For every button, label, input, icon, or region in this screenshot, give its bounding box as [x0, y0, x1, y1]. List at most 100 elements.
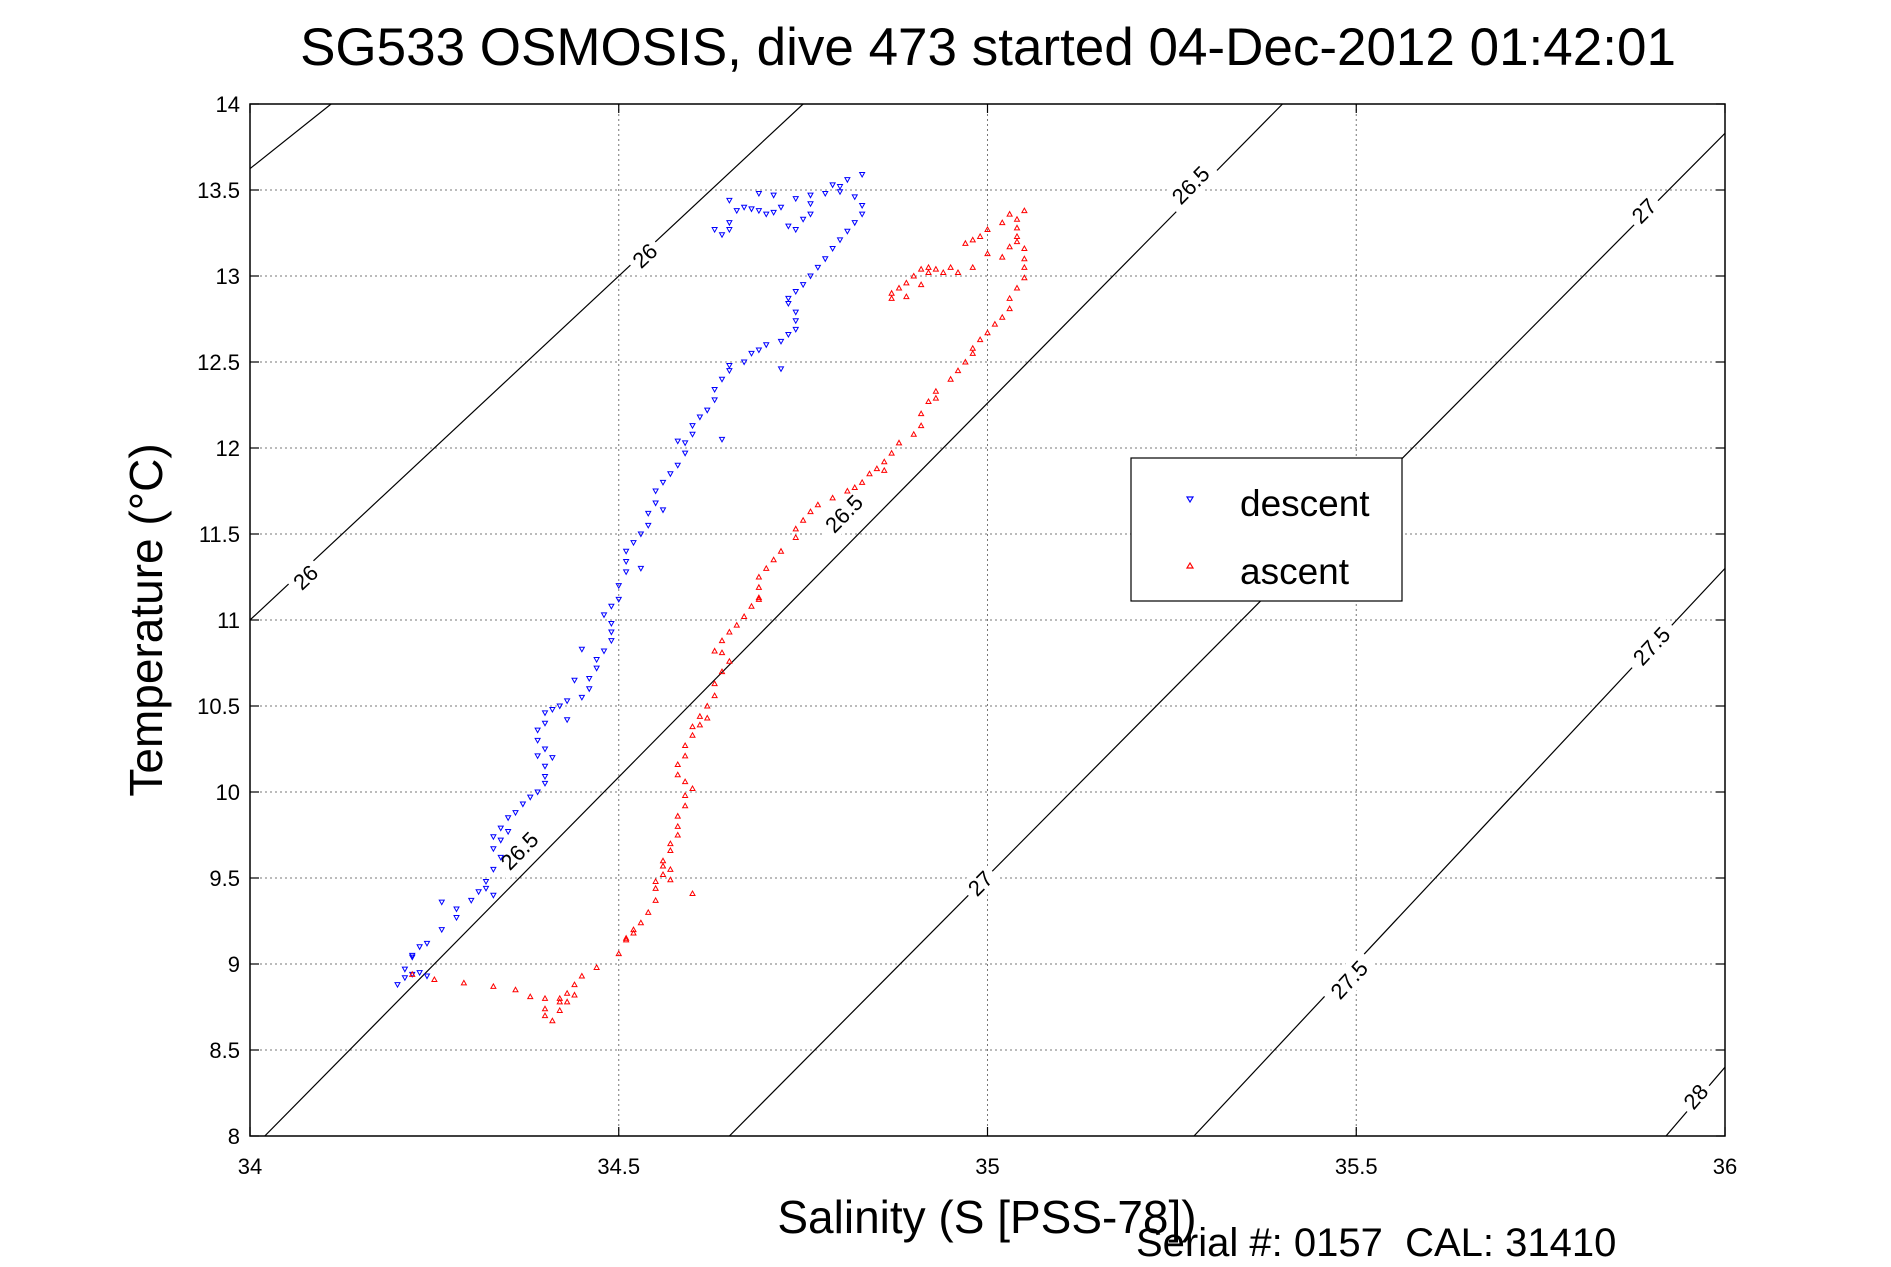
descent-point	[858, 211, 866, 218]
ascent-point	[1021, 255, 1028, 262]
ascent-point	[917, 422, 925, 429]
ascent-point	[1021, 274, 1028, 281]
descent-point	[600, 612, 608, 619]
ascent-point	[718, 668, 726, 675]
y-tick-label: 10	[216, 780, 240, 805]
descent-point	[792, 326, 800, 333]
descent-point	[512, 810, 519, 817]
descent-point	[792, 227, 800, 234]
ascent-point	[976, 336, 984, 343]
ascent-point	[880, 458, 888, 465]
descent-point	[748, 206, 755, 213]
descent-point	[497, 837, 505, 844]
ascent-point	[674, 831, 682, 838]
descent-point	[711, 397, 718, 404]
descent-point	[408, 952, 416, 959]
ascent-point	[681, 752, 689, 759]
y-axis-label: Temperature (°C)	[120, 443, 172, 796]
ascent-point	[740, 613, 748, 620]
ascent-point	[792, 533, 800, 540]
ascent-point	[947, 263, 954, 270]
descent-point	[549, 706, 556, 713]
descent-point	[807, 273, 814, 280]
ascent-point	[652, 884, 659, 891]
descent-point	[718, 436, 726, 443]
x-tick-label: 35	[975, 1154, 999, 1179]
ascent-point	[703, 702, 711, 709]
y-tick-label: 11.5	[199, 522, 240, 547]
density-contour-line	[264, 104, 1283, 1136]
ascent-point	[976, 232, 984, 239]
descent-point	[416, 970, 423, 977]
ascent-point	[748, 602, 755, 609]
descent-point	[821, 256, 829, 263]
ascent-point	[556, 994, 564, 1001]
descent-point	[711, 227, 718, 234]
ascent-point	[659, 857, 667, 864]
descent-point	[578, 694, 586, 701]
ascent-point	[984, 250, 991, 257]
descent-point	[851, 220, 859, 227]
descent-point	[644, 522, 652, 529]
ascent-point	[659, 871, 667, 878]
ascent-point	[829, 494, 836, 501]
descent-point	[482, 878, 490, 885]
descent-point	[711, 387, 718, 394]
ascent-series	[408, 207, 1028, 1024]
descent-point	[408, 954, 416, 961]
ascent-point	[866, 470, 873, 477]
ascent-point	[726, 628, 733, 635]
ascent-point	[755, 594, 763, 601]
ascent-point	[925, 398, 932, 405]
descent-point	[785, 331, 792, 339]
descent-point	[762, 342, 770, 349]
ascent-point	[858, 478, 866, 485]
y-tick-label: 12	[216, 436, 240, 461]
ascent-point	[571, 981, 578, 988]
descent-point	[585, 675, 593, 683]
descent-point	[571, 677, 578, 684]
ascent-point	[630, 929, 637, 936]
ascent-point	[888, 294, 895, 301]
ascent-point	[962, 239, 969, 246]
descent-point	[726, 227, 733, 234]
legend-ascent-label: ascent	[1240, 551, 1350, 592]
descent-point	[534, 727, 541, 734]
ascent-point	[526, 993, 534, 1000]
ascent-point	[903, 293, 910, 300]
descent-point	[733, 208, 741, 215]
ascent-point	[799, 516, 807, 523]
ascent-point	[652, 877, 659, 884]
ascent-point	[674, 822, 682, 829]
x-tick-label: 36	[1713, 1154, 1737, 1179]
descent-point	[689, 423, 696, 430]
descent-point	[777, 366, 785, 373]
ascent-point	[939, 269, 947, 276]
descent-point	[490, 866, 497, 873]
ascent-point	[718, 637, 726, 644]
ascent-point	[541, 1005, 549, 1012]
ascent-point	[622, 934, 630, 941]
descent-point	[652, 488, 659, 495]
ascent-point	[962, 358, 969, 365]
x-tick-label: 35.5	[1335, 1154, 1378, 1179]
descent-point	[696, 414, 704, 421]
ascent-point	[674, 771, 682, 778]
descent-point	[563, 698, 571, 705]
ascent-point	[652, 896, 659, 903]
ascent-point	[807, 508, 814, 515]
descent-point	[703, 407, 711, 414]
descent-point	[490, 846, 497, 853]
descent-point	[799, 216, 807, 223]
ascent-point	[1021, 207, 1028, 214]
ascent-point	[681, 802, 689, 809]
ascent-point	[667, 846, 674, 853]
ascent-point	[703, 714, 711, 721]
descent-point	[416, 944, 423, 951]
ascent-point	[910, 272, 918, 279]
ascent-point	[726, 657, 733, 664]
descent-point	[652, 500, 659, 507]
legend-descent-label: descent	[1240, 483, 1370, 524]
ascent-point	[1013, 215, 1021, 222]
